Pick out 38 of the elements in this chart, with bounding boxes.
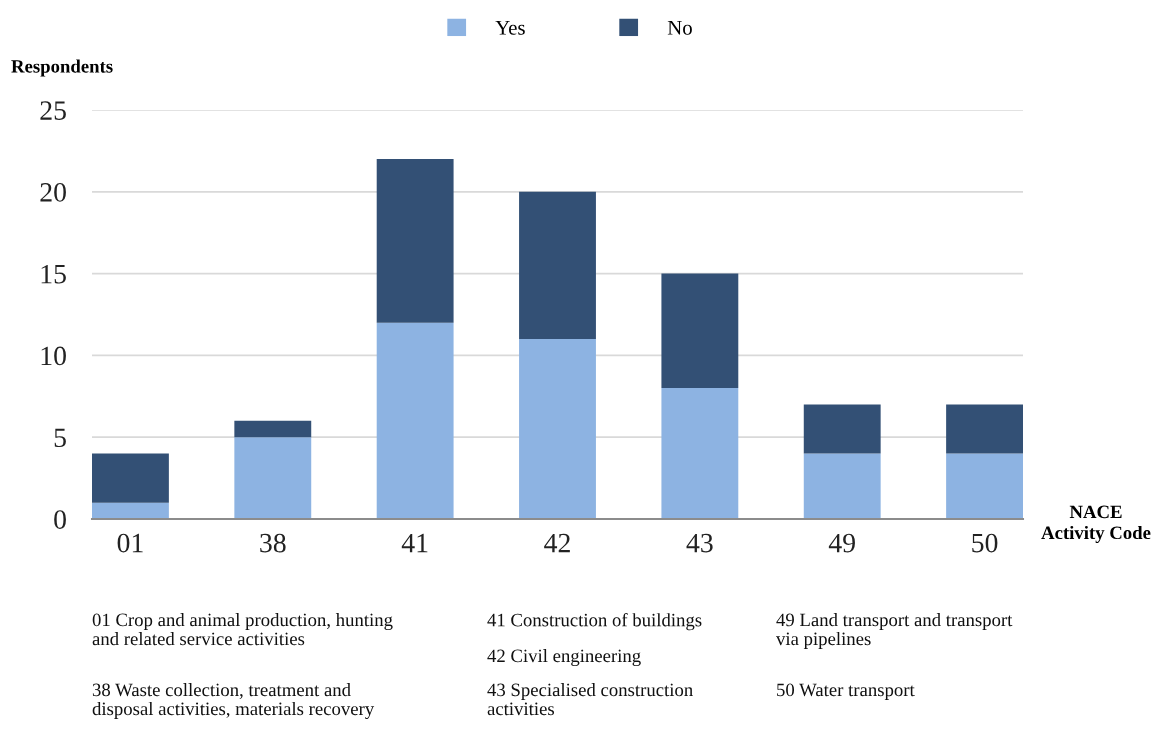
legend-label: Yes [495,20,525,35]
text: 43 Specialised construction activities [487,683,693,716]
bar [519,191,596,340]
bar [519,339,596,519]
bar [946,453,1023,519]
y-tick-label: 15 [41,264,66,284]
y-tick-label: 5 [54,428,66,448]
bar [234,420,312,438]
bar [234,437,312,519]
x-tick-label: 50 [972,533,998,553]
text: 41 Construction of buildings [487,613,702,631]
x-axis-title: NACE Activity Code [1041,505,1151,543]
text: 01 Crop and animal production, hunting and related service activities [92,613,393,646]
x-tick-label: 43 [686,533,713,553]
bar [92,502,169,519]
text: 50 Water transport [777,683,915,700]
legend-label: No [667,20,692,35]
bar [661,388,739,519]
bar [803,404,881,454]
bar [376,159,454,323]
x-tick-label: 01 [117,533,143,553]
y-tick-label: 0 [54,510,66,529]
y-tick-label: 10 [41,346,66,366]
text: 38 Waste collection, treatment and disposal activities, materials recovery [92,683,375,720]
x-tick-label: 38 [260,533,286,553]
bar [661,273,739,389]
x-tick-label: 49 [828,533,855,553]
y-tick-label: 20 [40,182,66,202]
bar [376,322,454,519]
bar [803,453,881,519]
y-tick-label: 25 [40,101,66,120]
text: 49 Land transport and transport via pipelines [776,613,1013,649]
bar [92,453,169,503]
bar [946,404,1023,454]
x-tick-label: 42 [544,533,570,553]
text: 42 Civil engineering [487,649,641,667]
y-axis-title: Respondents [11,59,113,77]
x-tick-label: 41 [401,533,428,553]
